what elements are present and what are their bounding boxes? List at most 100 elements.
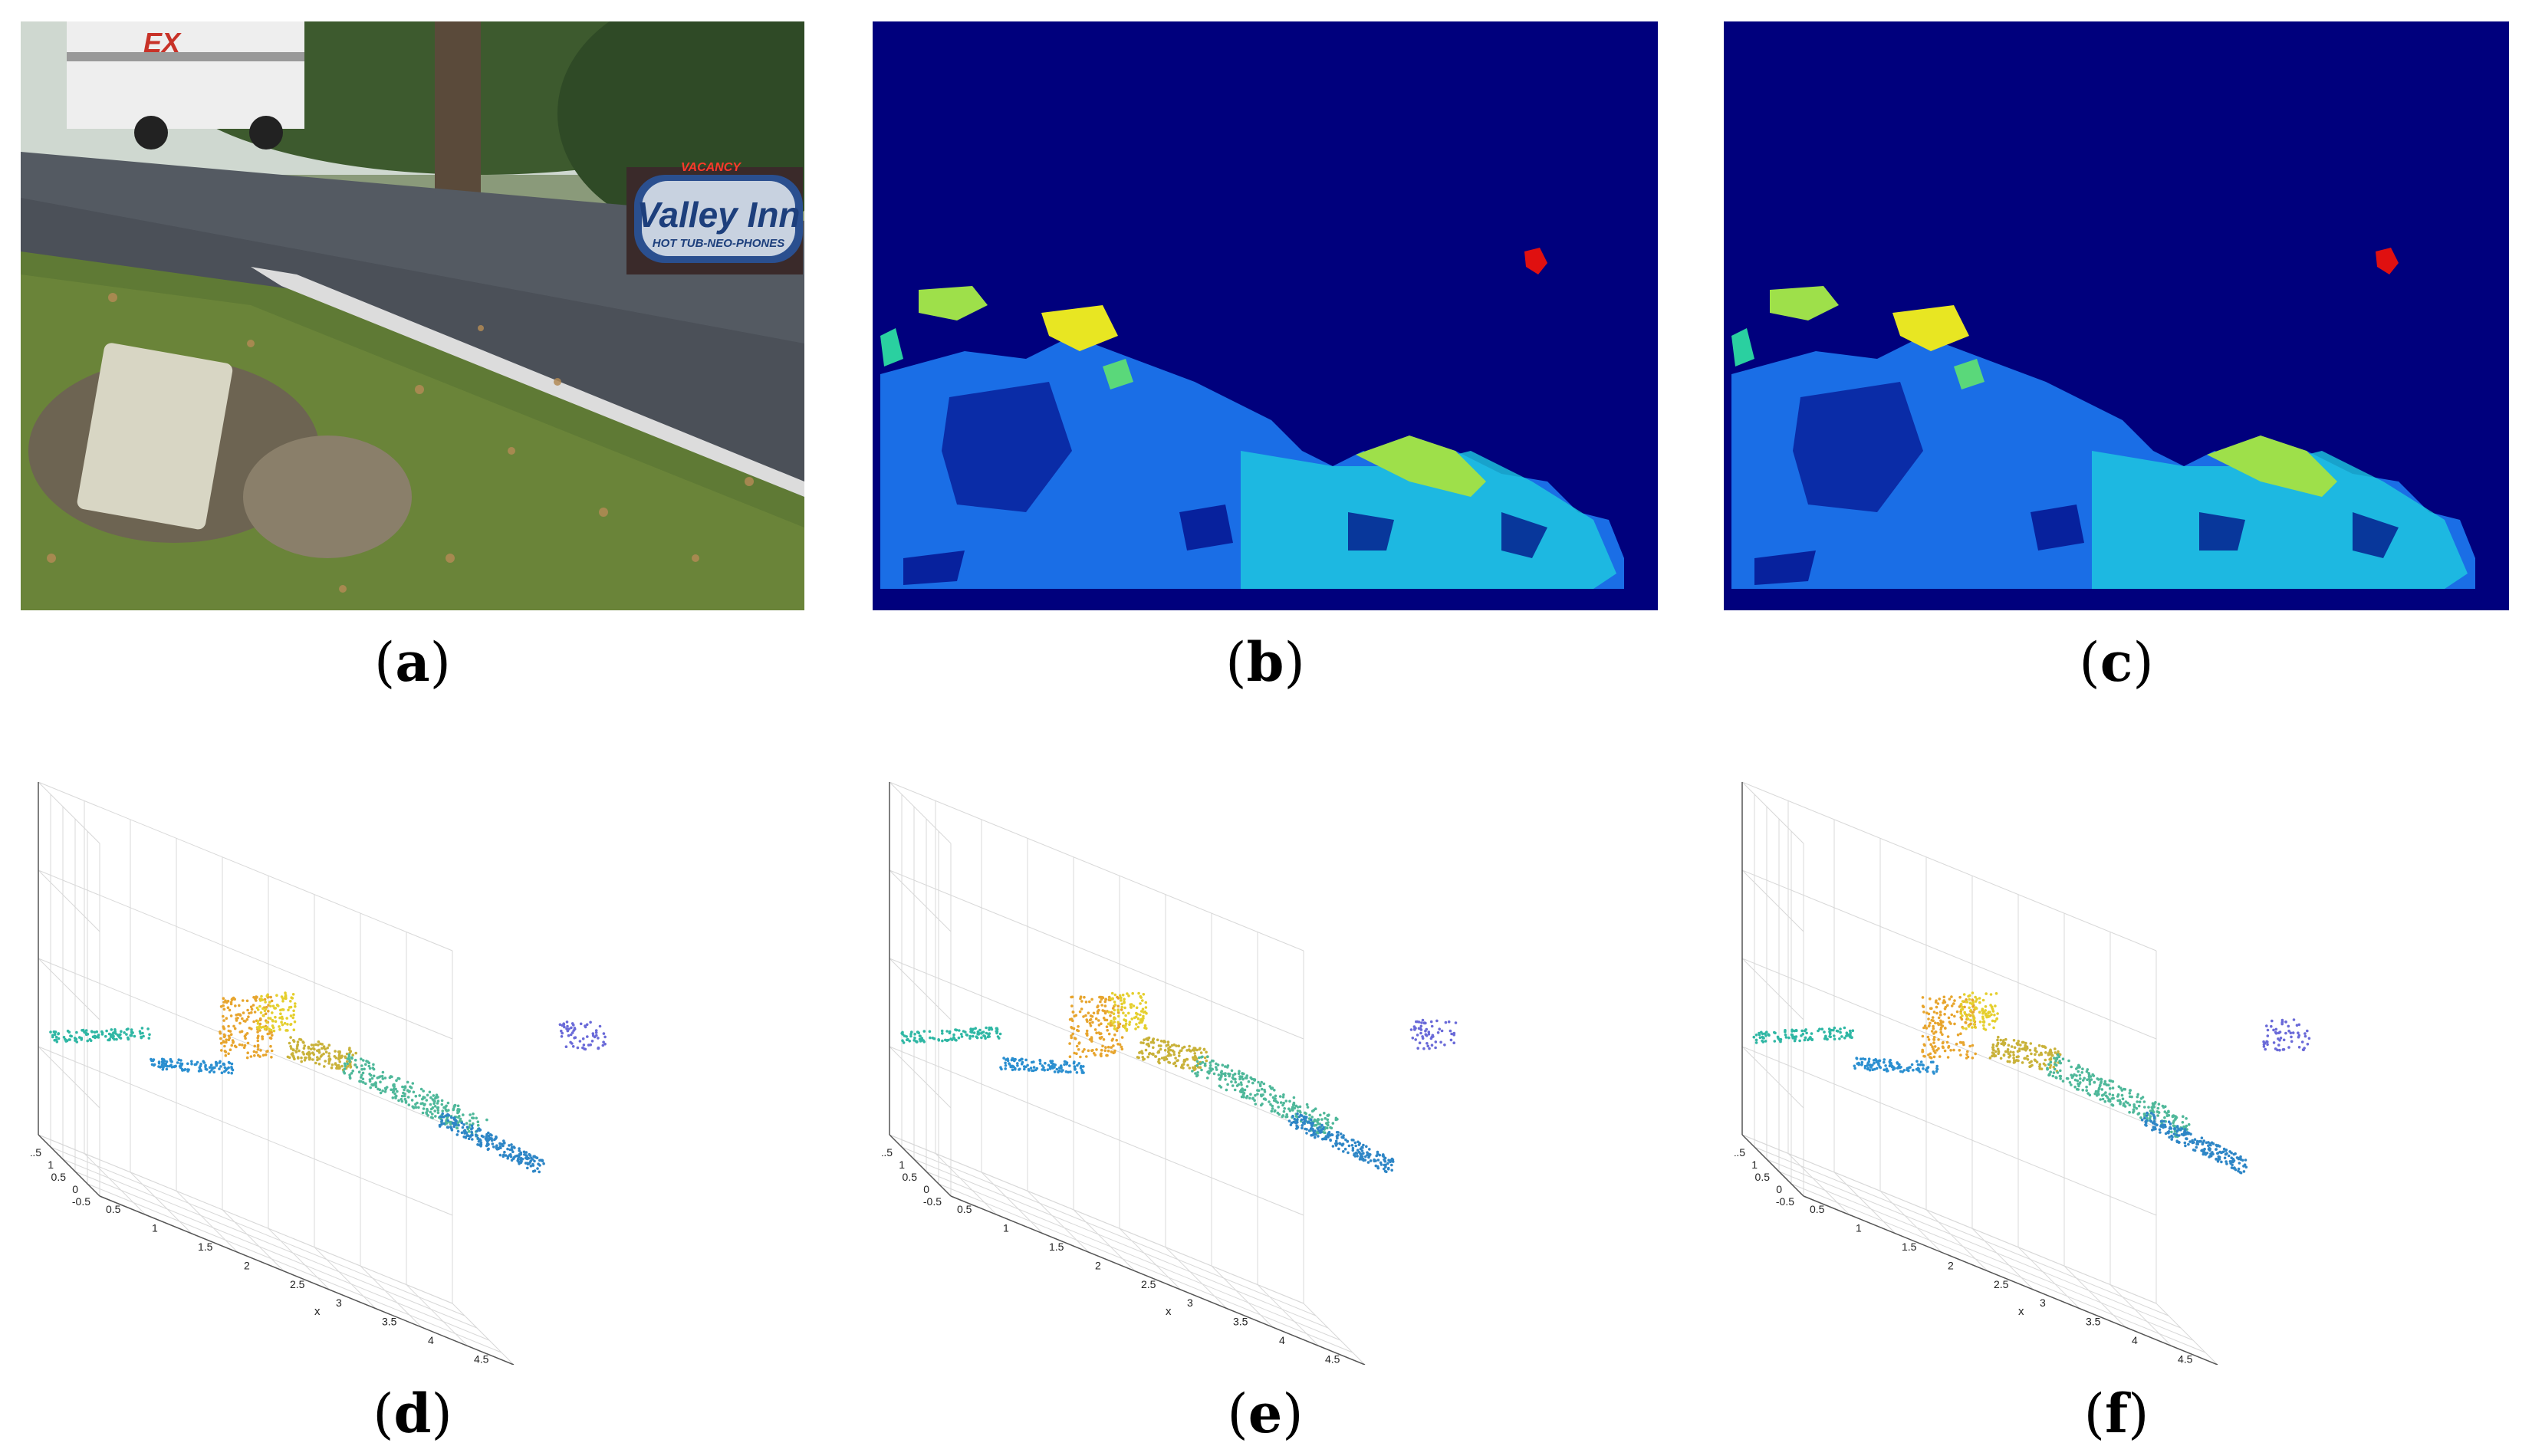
point xyxy=(229,1033,233,1036)
point xyxy=(909,1034,913,1038)
point xyxy=(1955,1010,1959,1014)
point xyxy=(414,1094,418,1098)
point xyxy=(1907,1069,1910,1073)
point xyxy=(1120,1008,1123,1011)
point xyxy=(2124,1100,2128,1103)
point xyxy=(573,1027,577,1030)
point xyxy=(1256,1093,1259,1096)
point xyxy=(97,1034,100,1037)
point xyxy=(1088,1000,1091,1004)
point xyxy=(2100,1081,2103,1085)
point xyxy=(2068,1081,2072,1084)
point xyxy=(560,1029,563,1033)
point xyxy=(2142,1100,2146,1103)
point xyxy=(436,1111,440,1115)
point xyxy=(471,1138,474,1141)
point xyxy=(1097,1031,1100,1034)
point xyxy=(2238,1162,2241,1165)
point xyxy=(368,1067,372,1070)
point xyxy=(2173,1129,2177,1133)
point xyxy=(1172,1053,1176,1057)
point xyxy=(362,1059,365,1062)
point xyxy=(2211,1142,2215,1145)
point xyxy=(962,1030,965,1033)
point xyxy=(476,1120,480,1123)
point xyxy=(1383,1160,1387,1163)
point xyxy=(1883,1060,1886,1064)
point xyxy=(1805,1031,1808,1035)
point xyxy=(2009,1050,2012,1053)
point xyxy=(1356,1155,1359,1158)
point xyxy=(1823,1030,1826,1034)
point xyxy=(307,1047,311,1050)
panel-e-pointcloud: 54.543.5321.510.50-0.50.511.522.533.544.… xyxy=(882,705,1664,1365)
point xyxy=(1073,1065,1077,1068)
point xyxy=(1929,1043,1932,1046)
truck-logo-text: EX xyxy=(143,27,182,58)
point xyxy=(2077,1065,2081,1068)
point xyxy=(1273,1089,1276,1092)
point xyxy=(1113,1017,1116,1021)
point xyxy=(1777,1037,1780,1040)
point xyxy=(57,1037,61,1040)
point xyxy=(905,1035,908,1038)
point xyxy=(1014,1067,1017,1070)
point xyxy=(603,1042,607,1046)
point-cloud-points xyxy=(900,991,1458,1174)
point xyxy=(127,1037,130,1041)
point xyxy=(1083,995,1086,999)
point xyxy=(1302,1118,1306,1121)
point xyxy=(1233,1072,1237,1076)
point xyxy=(918,1037,922,1041)
point xyxy=(1932,1050,1936,1053)
point xyxy=(1082,1015,1085,1018)
point xyxy=(238,1030,242,1034)
point xyxy=(2144,1120,2147,1123)
point xyxy=(1293,1106,1297,1110)
point xyxy=(1075,1044,1079,1048)
point xyxy=(1206,1055,1209,1059)
point xyxy=(506,1147,509,1151)
point xyxy=(1350,1139,1353,1142)
point xyxy=(222,1040,225,1044)
point xyxy=(1966,1055,1970,1059)
panel-d-pointcloud: 54.543.5321.510.50-0.50.511.522.533.544.… xyxy=(31,705,813,1365)
axis-ticks: 54.543.5321.510.50-0.50.511.522.533.544.… xyxy=(1735,1146,2193,1365)
point xyxy=(1845,1031,1849,1034)
point xyxy=(2099,1098,2102,1101)
point xyxy=(1860,1060,1864,1064)
point xyxy=(1093,1028,1097,1031)
point xyxy=(1086,1020,1089,1024)
point xyxy=(275,1004,279,1007)
point xyxy=(469,1123,472,1126)
point xyxy=(1295,1124,1298,1128)
point xyxy=(115,1037,118,1041)
point xyxy=(2266,1034,2270,1037)
point xyxy=(2070,1073,2073,1077)
point xyxy=(1440,1029,1444,1033)
point xyxy=(2095,1094,2099,1097)
point xyxy=(1142,1017,1145,1020)
point xyxy=(1287,1107,1291,1110)
point xyxy=(1127,994,1130,998)
point xyxy=(1104,998,1107,1001)
point xyxy=(1960,1041,1964,1044)
point xyxy=(2011,1050,2015,1054)
point xyxy=(2044,1058,2047,1062)
point xyxy=(566,1024,569,1028)
point xyxy=(469,1113,472,1116)
point xyxy=(1432,1035,1435,1038)
point xyxy=(1428,1047,1431,1050)
point xyxy=(1176,1059,1179,1063)
point xyxy=(1061,1069,1064,1072)
point xyxy=(1228,1073,1231,1076)
point xyxy=(2272,1028,2275,1032)
point xyxy=(1358,1158,1362,1161)
point xyxy=(1310,1133,1314,1137)
point xyxy=(1110,991,1114,995)
point xyxy=(1784,1033,1787,1037)
point xyxy=(1167,1060,1170,1064)
point xyxy=(1938,1055,1942,1058)
point xyxy=(1090,1049,1093,1052)
point xyxy=(1240,1095,1244,1099)
